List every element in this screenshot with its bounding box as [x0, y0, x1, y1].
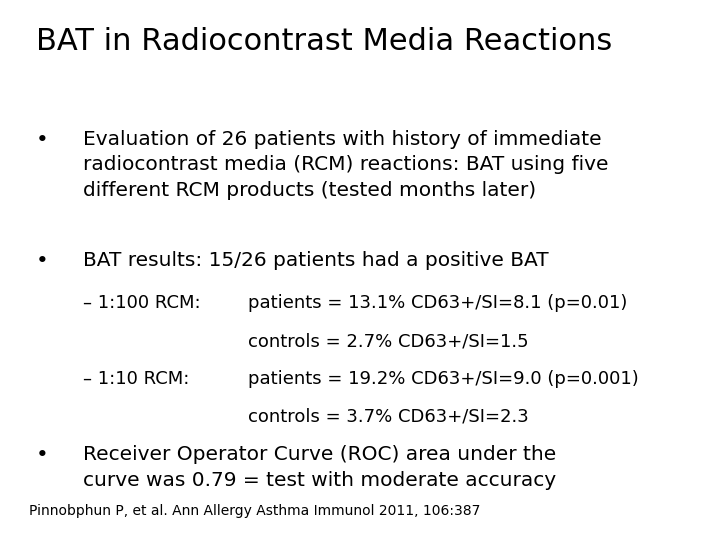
Text: controls = 3.7% CD63+/SI=2.3: controls = 3.7% CD63+/SI=2.3 — [248, 408, 529, 426]
Text: controls = 2.7% CD63+/SI=1.5: controls = 2.7% CD63+/SI=1.5 — [248, 332, 529, 350]
Text: Receiver Operator Curve (ROC) area under the
curve was 0.79 = test with moderate: Receiver Operator Curve (ROC) area under… — [83, 446, 556, 490]
Text: BAT results: 15/26 patients had a positive BAT: BAT results: 15/26 patients had a positi… — [83, 251, 549, 270]
Text: – 1:100 RCM:: – 1:100 RCM: — [83, 294, 200, 312]
Text: •: • — [36, 251, 49, 271]
Text: •: • — [36, 130, 49, 150]
Text: – 1:10 RCM:: – 1:10 RCM: — [83, 370, 189, 388]
Text: patients = 13.1% CD63+/SI=8.1 (p=0.01): patients = 13.1% CD63+/SI=8.1 (p=0.01) — [248, 294, 628, 312]
Text: BAT in Radiocontrast Media Reactions: BAT in Radiocontrast Media Reactions — [36, 27, 612, 56]
Text: Evaluation of 26 patients with history of immediate
radiocontrast media (RCM) re: Evaluation of 26 patients with history o… — [83, 130, 608, 200]
Text: •: • — [36, 446, 49, 465]
Text: Pinnobphun P, et al. Ann Allergy Asthma Immunol 2011, 106:387: Pinnobphun P, et al. Ann Allergy Asthma … — [29, 504, 480, 518]
Text: patients = 19.2% CD63+/SI=9.0 (p=0.001): patients = 19.2% CD63+/SI=9.0 (p=0.001) — [248, 370, 639, 388]
